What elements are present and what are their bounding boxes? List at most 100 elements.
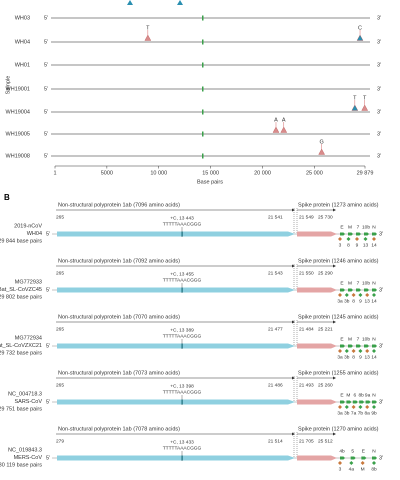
gene bbox=[358, 405, 363, 409]
arrowhead bbox=[333, 432, 336, 436]
gene bbox=[340, 288, 345, 292]
reference-marker bbox=[202, 109, 204, 115]
gene bbox=[356, 344, 361, 348]
gene-label: 8 bbox=[352, 298, 355, 304]
slippage: +C, 13 389 bbox=[170, 327, 194, 333]
gene bbox=[372, 461, 376, 465]
three-prime: 3' bbox=[377, 39, 381, 45]
motif: TTTTTAAACGGG bbox=[163, 389, 202, 395]
gene bbox=[340, 344, 345, 348]
gene bbox=[352, 400, 358, 404]
gene bbox=[340, 232, 345, 236]
gene-label: 4a bbox=[349, 466, 355, 472]
gene-label: 3a bbox=[337, 298, 343, 304]
gene bbox=[358, 349, 363, 353]
sample-name: WH19004 bbox=[6, 109, 30, 115]
gene-label: 7a bbox=[351, 410, 357, 416]
sample-name: WH19001 bbox=[6, 86, 30, 92]
gene bbox=[372, 349, 376, 353]
gene-label: 3b bbox=[344, 410, 350, 416]
position-label: 25 260 bbox=[318, 382, 333, 388]
gene bbox=[344, 349, 349, 353]
gene bbox=[372, 232, 377, 236]
gene bbox=[364, 344, 369, 348]
nsp-label: Non-structural polyprotein 1ab (7096 ami… bbox=[58, 202, 180, 208]
position-label: 21 549 bbox=[299, 214, 314, 220]
five-prime: 5' bbox=[44, 39, 48, 45]
arrowhead bbox=[333, 208, 336, 212]
x-axis-label: Base pairs bbox=[197, 179, 223, 185]
genome-name: NC_019843.3 bbox=[8, 447, 42, 453]
gene-label: 3 bbox=[339, 242, 342, 248]
spike-label: Spike protein (1246 amino acids) bbox=[298, 258, 379, 264]
gene-label: 7 bbox=[357, 280, 360, 286]
five-prime: 5' bbox=[44, 62, 48, 68]
x-tick-label: 29 879 bbox=[357, 170, 374, 176]
gene bbox=[338, 461, 342, 465]
gene-label: 6 bbox=[353, 392, 356, 398]
position-label: 265 bbox=[56, 214, 64, 220]
gene-label: 3b bbox=[344, 354, 350, 360]
gene-label: E bbox=[362, 448, 365, 454]
position-label: 21 486 bbox=[268, 382, 283, 388]
gene-label: 9a bbox=[365, 392, 371, 398]
gene bbox=[364, 288, 369, 292]
spike-bar bbox=[297, 231, 337, 237]
gene bbox=[365, 405, 370, 409]
gene bbox=[355, 237, 359, 241]
gene-label: M bbox=[348, 280, 352, 286]
gene-label: 4b bbox=[339, 448, 345, 454]
position-label: 21 484 bbox=[299, 326, 314, 332]
gene-label: M bbox=[346, 392, 350, 398]
gene bbox=[361, 456, 367, 460]
five-prime: 5' bbox=[44, 153, 48, 159]
gene-label: N bbox=[372, 336, 376, 342]
panel-label: B bbox=[4, 193, 10, 202]
genome-name: MG772934 bbox=[15, 335, 42, 341]
gene-label: 14 bbox=[371, 298, 377, 304]
x-tick-label: 20 000 bbox=[254, 170, 271, 176]
gene-label: 3b bbox=[344, 298, 350, 304]
y-axis-label: Sample bbox=[5, 76, 11, 95]
five-prime: 5' bbox=[46, 343, 50, 349]
three-prime: 3' bbox=[377, 86, 381, 92]
spike-label: Spike protein (1255 amino acids) bbox=[298, 370, 379, 376]
gene bbox=[372, 400, 377, 404]
five-prime: 5' bbox=[46, 399, 50, 405]
gene bbox=[349, 461, 354, 465]
gene-label: 9 bbox=[359, 298, 362, 304]
mutation bbox=[272, 126, 280, 133]
gene-label: 3a bbox=[337, 410, 343, 416]
cut-marker bbox=[127, 0, 133, 5]
three-prime: 3' bbox=[377, 109, 381, 115]
arrowhead bbox=[292, 208, 295, 212]
spike-bar bbox=[297, 343, 337, 349]
gene-label: 3a bbox=[337, 354, 343, 360]
gene bbox=[350, 456, 356, 460]
mutation-base: A bbox=[282, 117, 286, 123]
position-label: 265 bbox=[56, 382, 64, 388]
nsp-label: Non-structural polyprotein 1ab (7092 ami… bbox=[58, 258, 180, 264]
gene-label: M bbox=[348, 224, 352, 230]
gene bbox=[351, 349, 356, 353]
x-tick-label: 15 000 bbox=[202, 170, 219, 176]
gene-label: 7b bbox=[358, 410, 364, 416]
sample-name: WH19008 bbox=[6, 153, 30, 159]
gene bbox=[358, 293, 363, 297]
gene bbox=[344, 405, 349, 409]
arrowhead bbox=[333, 320, 336, 324]
genome-name: NC_004718.3 bbox=[8, 391, 42, 397]
position-label: 279 bbox=[56, 438, 64, 444]
gene-label: 8 bbox=[352, 354, 355, 360]
position-label: 25 730 bbox=[318, 214, 333, 220]
slippage: +C, 13 455 bbox=[170, 271, 194, 277]
gene-label: 5 bbox=[351, 448, 354, 454]
genome-name: WH04 bbox=[27, 231, 42, 237]
nsp-label: Non-structural polyprotein 1ab (7078 ami… bbox=[58, 426, 180, 432]
nsp-bar bbox=[57, 399, 295, 405]
gene bbox=[338, 237, 342, 241]
three-prime: 3' bbox=[377, 131, 381, 137]
slip-marker bbox=[181, 399, 183, 405]
spike-bar bbox=[297, 287, 337, 293]
position-label: 21 477 bbox=[268, 326, 283, 332]
